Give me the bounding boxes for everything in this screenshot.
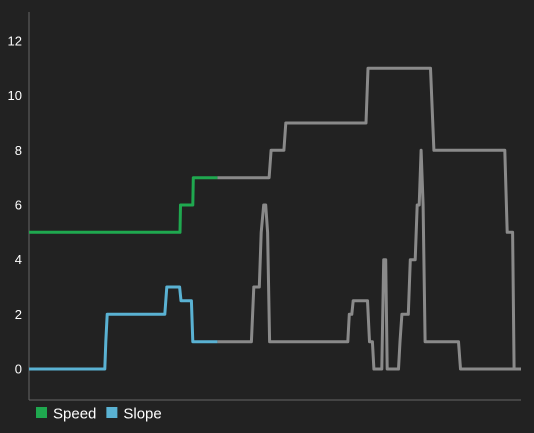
legend-label-speed: Speed <box>53 406 96 423</box>
y-axis: 0 2 4 6 8 10 12 <box>8 12 30 400</box>
plot-area <box>29 66 521 371</box>
legend-label-slope: Slope <box>123 406 161 423</box>
legend-item-speed[interactable]: Speed <box>36 406 96 423</box>
speed-line-highlighted <box>29 176 218 234</box>
legend-item-slope[interactable]: Slope <box>106 406 162 423</box>
y-tick-label: 0 <box>15 362 22 377</box>
y-tick-label: 6 <box>15 198 22 213</box>
speed-line-remaining <box>217 66 521 371</box>
y-tick-label: 8 <box>15 143 22 158</box>
y-tick-label: 10 <box>8 88 22 103</box>
legend-swatch-speed <box>36 407 47 418</box>
slope-line-highlighted <box>29 285 218 371</box>
legend-swatch-slope <box>106 407 118 418</box>
legend: Speed Slope <box>36 406 162 423</box>
y-tick-label: 4 <box>15 252 22 267</box>
y-tick-label: 12 <box>8 34 22 49</box>
slope-line-remaining <box>217 148 521 371</box>
y-tick-label: 2 <box>15 307 22 322</box>
